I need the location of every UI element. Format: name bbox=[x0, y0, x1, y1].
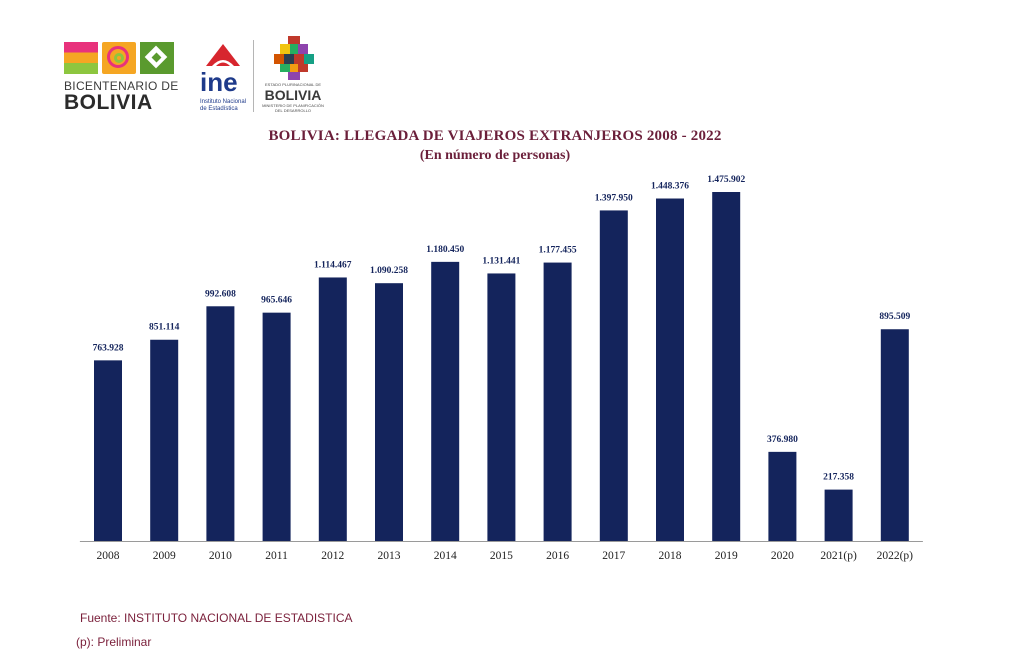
estado-emblem-icon bbox=[274, 36, 314, 80]
data-label-2015: 1.131.441 bbox=[482, 256, 520, 266]
data-label-2020: 376.980 bbox=[767, 435, 798, 445]
data-label-2009: 851.114 bbox=[149, 323, 180, 333]
bar-2020 bbox=[768, 451, 797, 541]
data-label-2008: 763.928 bbox=[93, 343, 124, 353]
ine-logo: ine Instituto Nacional de Estadística bbox=[198, 38, 250, 118]
tick-label-2011: 2011 bbox=[265, 550, 288, 562]
tick-label-2018: 2018 bbox=[659, 550, 682, 562]
tick-label-2020: 2020 bbox=[771, 550, 794, 562]
data-label-2010: 992.608 bbox=[205, 289, 236, 299]
bar-2018 bbox=[656, 198, 684, 541]
bar-2011 bbox=[262, 312, 291, 541]
data-label-2014: 1.180.450 bbox=[426, 245, 464, 255]
bar-2009 bbox=[150, 339, 179, 541]
ine-subtitle: Instituto Nacional de Estadística bbox=[200, 99, 247, 112]
tick-label-2021(p): 2021(p) bbox=[820, 550, 857, 562]
chart-title: BOLIVIA: LLEGADA DE VIAJEROS EXTRANJEROS… bbox=[268, 128, 722, 144]
bicentenario-emblem bbox=[64, 42, 180, 74]
logo-divider bbox=[253, 40, 254, 112]
bar-2015 bbox=[487, 273, 516, 541]
tick-label-2022(p): 2022(p) bbox=[877, 550, 914, 562]
bar-2022(p) bbox=[880, 329, 909, 541]
estado-small-text: ESTADO PLURINACIONAL DE bbox=[264, 82, 321, 87]
tick-label-2019: 2019 bbox=[715, 550, 738, 562]
data-label-2019: 1.475.902 bbox=[707, 175, 745, 185]
estado-big-text: BOLIVIA bbox=[264, 87, 322, 103]
tick-label-2009: 2009 bbox=[153, 550, 176, 562]
data-label-2016: 1.177.455 bbox=[539, 246, 577, 256]
bar-2021(p) bbox=[824, 489, 853, 541]
data-label-2013: 1.090.258 bbox=[370, 266, 408, 276]
data-label-2018: 1.448.376 bbox=[651, 182, 689, 192]
ine-mountain-icon bbox=[206, 44, 240, 66]
data-label-2022(p): 895.509 bbox=[879, 312, 910, 322]
bar-2016 bbox=[543, 262, 572, 541]
tick-label-2010: 2010 bbox=[209, 550, 232, 562]
bicentenario-line2: BOLIVIA bbox=[64, 91, 153, 114]
bar-2014 bbox=[431, 261, 460, 541]
chart-subtitle: (En número de personas) bbox=[419, 148, 571, 163]
bar-2013 bbox=[375, 283, 403, 541]
bicentenario-line1: BICENTENARIO DE bbox=[64, 79, 179, 93]
bar-2017 bbox=[599, 210, 628, 541]
tick-label-2016: 2016 bbox=[546, 550, 569, 562]
bar-2010 bbox=[206, 306, 235, 541]
estado-plurinacional-logo: ESTADO PLURINACIONAL DE BOLIVIA MINISTER… bbox=[260, 36, 326, 116]
bicentenario-stripes-tile bbox=[64, 42, 98, 74]
bar-2019 bbox=[712, 192, 741, 541]
source-note: Fuente: INSTITUTO NACIONAL DE ESTADISTIC… bbox=[80, 611, 353, 625]
data-label-2017: 1.397.950 bbox=[595, 193, 633, 203]
bicentenario-spiral-tile bbox=[102, 42, 136, 74]
tick-label-2015: 2015 bbox=[490, 550, 513, 562]
bicentenario-diamond-tile bbox=[140, 42, 174, 74]
estado-sub-text: MINISTERIO DE PLANIFICACIÓN DEL DESARROL… bbox=[262, 103, 324, 113]
data-label-2012: 1.114.467 bbox=[314, 260, 352, 270]
tick-label-2008: 2008 bbox=[97, 550, 120, 562]
tick-label-2012: 2012 bbox=[321, 550, 344, 562]
data-label-2011: 965.646 bbox=[261, 296, 292, 306]
preliminary-note: (p): Preliminar bbox=[76, 635, 152, 649]
data-label-2021(p): 217.358 bbox=[823, 473, 854, 483]
ine-wordmark: ine bbox=[200, 67, 238, 97]
tick-label-2013: 2013 bbox=[378, 550, 401, 562]
tick-label-2017: 2017 bbox=[602, 550, 625, 562]
tick-label-2014: 2014 bbox=[434, 550, 457, 562]
bar-2008 bbox=[94, 360, 122, 541]
bicentenario-logo: BICENTENARIO DE BOLIVIA bbox=[64, 42, 180, 117]
bar-2012 bbox=[318, 277, 347, 541]
